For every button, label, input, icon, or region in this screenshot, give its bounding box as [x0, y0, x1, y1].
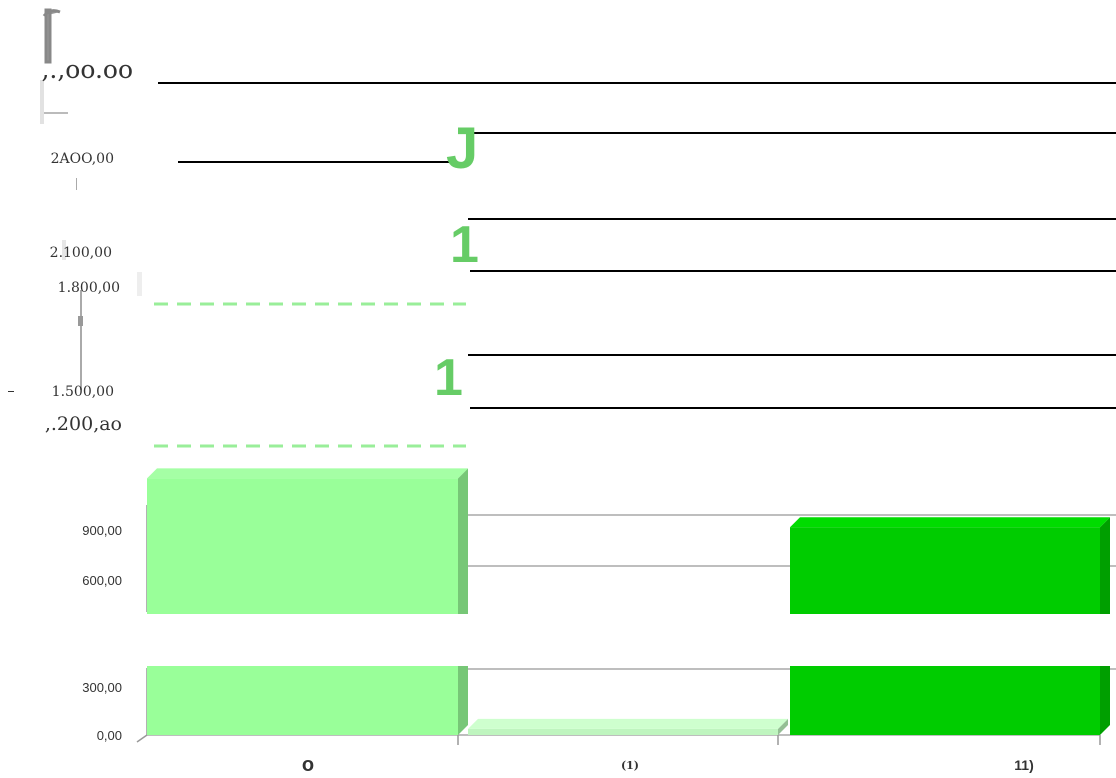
y-tick-label: 0,00 — [97, 728, 122, 743]
scan-artifact — [8, 391, 14, 392]
glyph-label: 1 — [450, 216, 479, 274]
scan-artifact — [44, 112, 68, 114]
x-category-label: o — [302, 754, 314, 776]
scan-artifact — [80, 290, 82, 390]
bar-side — [778, 718, 788, 735]
scan-artifact — [137, 272, 142, 296]
scan-artifact — [76, 178, 77, 190]
y-tick-label: 1.800,00 — [58, 280, 120, 296]
bar-side — [458, 468, 468, 735]
scan-gap — [140, 614, 1116, 666]
y-tick-label: 900,00 — [82, 523, 122, 538]
y-tick-label: ,.,oo.oo — [41, 55, 133, 84]
glyph-label: 1 — [434, 349, 463, 407]
upper-gridlines — [158, 82, 1116, 409]
bar — [468, 728, 778, 735]
bar — [147, 478, 458, 735]
bar-top — [147, 468, 468, 479]
y-tick-label: 1.500,00 — [52, 384, 114, 400]
bars — [147, 468, 1110, 735]
x-category-label: 11) — [1014, 757, 1033, 773]
bar-top — [790, 517, 1110, 528]
bar-top — [468, 718, 788, 729]
y-tick-label: 2.100,00 — [50, 245, 112, 261]
y-tick-label: 2AOO,00 — [51, 151, 114, 167]
y-tick-label: ,.200,ao — [45, 413, 122, 435]
x-category-label: (1) — [621, 759, 639, 772]
y-axis-line — [136, 734, 148, 743]
scan-artifact — [42, 8, 61, 64]
scan-artifact — [40, 80, 44, 124]
scan-artifact — [78, 316, 83, 326]
y-tick-label: 300,00 — [82, 680, 122, 695]
y-tick-label: 600,00 — [82, 573, 122, 588]
x-axis-ticks — [457, 735, 1101, 745]
glyph-label: J — [446, 116, 478, 181]
dashed-lines — [154, 302, 466, 448]
scan-artifact — [62, 240, 66, 260]
